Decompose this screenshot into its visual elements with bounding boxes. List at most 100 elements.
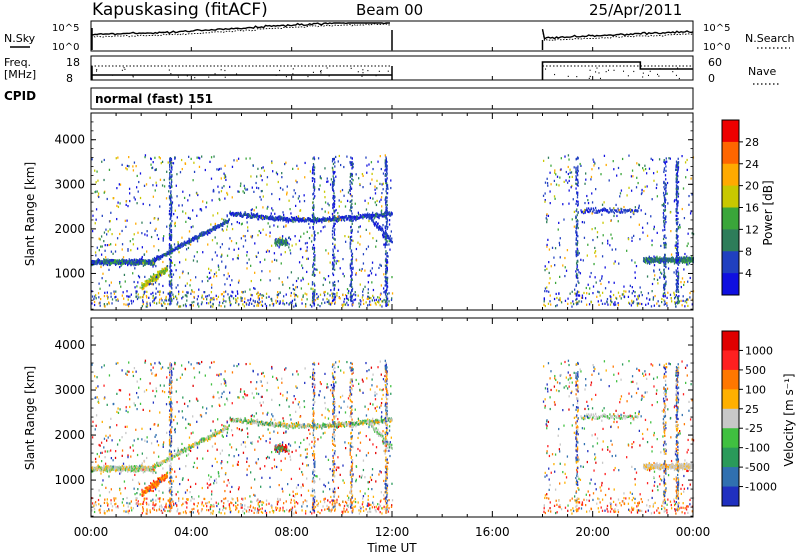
power-point — [333, 259, 335, 262]
power-point — [333, 179, 336, 182]
power-point — [257, 215, 260, 218]
power-point — [237, 157, 240, 160]
power-point — [580, 164, 582, 167]
power-point — [663, 198, 666, 202]
power-point — [600, 208, 602, 212]
power-point — [339, 216, 342, 219]
power-point — [313, 292, 315, 295]
power-point — [635, 265, 638, 268]
power-point — [350, 161, 352, 164]
power-point — [665, 246, 667, 249]
power-point — [111, 261, 114, 264]
power-point — [224, 305, 226, 308]
power-point — [571, 305, 573, 308]
power-point — [366, 171, 368, 174]
power-point — [293, 305, 295, 308]
power-point — [670, 253, 673, 256]
power-point — [548, 261, 550, 264]
power-point — [386, 227, 388, 231]
power-point — [570, 171, 573, 174]
power-point — [676, 161, 678, 164]
power-point — [136, 202, 138, 205]
power-point — [588, 211, 590, 214]
power-point — [343, 165, 345, 169]
power-point — [202, 231, 205, 234]
power-point — [347, 303, 349, 307]
power-point — [317, 303, 319, 307]
power-point — [221, 223, 223, 226]
power-point — [163, 269, 165, 273]
power-point — [586, 209, 589, 213]
power-point — [575, 262, 578, 265]
power-point — [100, 265, 102, 269]
power-point — [595, 281, 597, 284]
power-point — [333, 253, 335, 256]
power-point — [675, 187, 677, 190]
power-point — [332, 178, 335, 181]
power-point — [577, 165, 579, 168]
power-point — [652, 172, 655, 175]
power-point — [343, 194, 345, 197]
power-point — [665, 258, 667, 262]
power-point — [252, 299, 254, 302]
power-point — [200, 207, 202, 211]
power-point — [271, 161, 273, 165]
power-point — [152, 261, 154, 265]
power-point — [262, 166, 264, 169]
power-point — [110, 292, 112, 295]
power-point — [332, 188, 334, 192]
power-point — [576, 193, 579, 197]
power-point — [270, 244, 273, 247]
power-point — [168, 251, 170, 254]
power-point — [115, 290, 117, 293]
power-point — [383, 213, 385, 216]
power-point — [262, 214, 264, 218]
power-point — [375, 203, 378, 207]
power-point — [599, 209, 602, 212]
power-point — [246, 221, 248, 224]
power-point — [257, 218, 260, 221]
power-point — [158, 256, 161, 260]
power-point — [358, 302, 360, 305]
power-point — [312, 212, 314, 215]
power-point — [116, 259, 119, 262]
power-point — [575, 255, 578, 258]
power-point — [108, 243, 110, 247]
power-point — [372, 211, 374, 214]
power-point — [166, 265, 169, 268]
power-point — [298, 239, 301, 242]
power-point — [127, 295, 130, 298]
power-point — [312, 302, 314, 305]
power-point — [569, 168, 571, 171]
power-point — [178, 261, 181, 264]
power-point — [587, 243, 589, 246]
power-point — [386, 303, 388, 306]
power-point — [174, 224, 176, 228]
power-point — [250, 215, 252, 218]
power-point — [177, 247, 180, 250]
power-point — [382, 287, 385, 290]
power-point — [326, 300, 329, 304]
power-point — [313, 246, 315, 250]
power-point — [293, 288, 296, 291]
power-point — [136, 261, 138, 264]
power-point — [122, 291, 124, 294]
power-point — [142, 262, 144, 265]
power-point — [301, 256, 304, 259]
power-point — [193, 300, 195, 304]
power-point — [272, 209, 274, 212]
power-point — [209, 231, 211, 235]
power-point — [385, 277, 387, 280]
power-point — [149, 176, 151, 179]
power-point — [378, 226, 381, 229]
power-point — [304, 176, 306, 179]
power-point — [606, 297, 609, 301]
power-point — [298, 217, 300, 220]
beam-label: Beam 00 — [356, 1, 423, 19]
power-point — [282, 211, 284, 214]
power-point — [153, 245, 155, 248]
power-point — [547, 214, 550, 218]
power-point — [544, 200, 546, 203]
power-point — [207, 229, 209, 233]
power-point — [605, 163, 607, 167]
